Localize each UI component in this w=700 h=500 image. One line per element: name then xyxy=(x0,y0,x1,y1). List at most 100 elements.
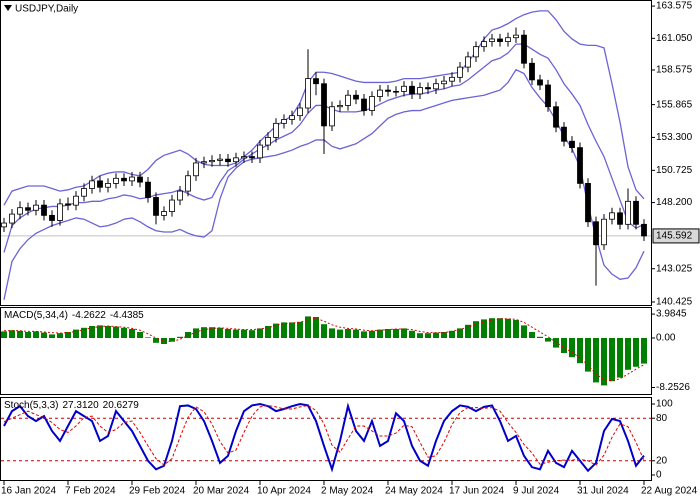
x-tick-label: 24 May 2024 xyxy=(385,486,443,497)
candle-body xyxy=(313,78,319,85)
macd-bar xyxy=(65,332,71,338)
stoch-main xyxy=(3,402,645,473)
macd-bar xyxy=(577,338,583,364)
macd-bar xyxy=(513,320,519,338)
macd-bar xyxy=(545,338,551,342)
candle-body xyxy=(441,80,447,85)
x-tick-label: 9 Jul 2024 xyxy=(513,486,560,497)
macd-bar xyxy=(305,316,311,338)
macd-bar xyxy=(153,338,159,343)
macd-bar xyxy=(225,329,231,338)
macd-bar xyxy=(441,332,447,338)
candle-body xyxy=(289,115,295,120)
x-tick-label: 17 Jun 2024 xyxy=(449,486,504,497)
candle-body xyxy=(41,204,47,216)
last-price-label: 145.592 xyxy=(656,231,693,242)
stoch-readout: 27.3120 xyxy=(62,400,99,411)
macd-bar xyxy=(505,318,511,338)
stoch-panel xyxy=(0,397,652,481)
macd-bar xyxy=(337,329,343,338)
macd-bar xyxy=(9,330,15,338)
macd-bar xyxy=(129,329,135,338)
macd-bar xyxy=(41,332,47,338)
y-tick-label: 155.865 xyxy=(656,99,693,110)
candle-body xyxy=(25,207,31,211)
candle-body xyxy=(137,176,143,183)
stoch-readout: 20.6279 xyxy=(103,400,140,411)
macd-bar xyxy=(521,325,527,338)
y-tick-label: 161.050 xyxy=(656,33,693,44)
candle-body xyxy=(433,83,439,90)
macd-bar xyxy=(161,338,167,344)
candle-body xyxy=(321,83,327,127)
macd-bar xyxy=(57,333,63,338)
candle-body xyxy=(297,107,303,117)
macd-readout: -4.2622 xyxy=(72,310,106,321)
candle-body xyxy=(345,94,351,106)
macd-bar xyxy=(33,331,39,338)
candle-body xyxy=(385,89,391,92)
plot xyxy=(1,10,651,300)
macd-bar xyxy=(281,322,287,338)
x-tick-label: 2 May 2024 xyxy=(321,486,374,497)
y-tick-label: 140.425 xyxy=(656,297,693,308)
candle-body xyxy=(401,85,407,92)
macd-bar xyxy=(249,330,255,338)
macd-bar xyxy=(313,317,319,338)
macd-bar xyxy=(1,331,7,338)
macd-bar xyxy=(209,327,215,338)
candle-body xyxy=(457,66,463,78)
macd-bar xyxy=(497,318,503,338)
macd-bar xyxy=(489,318,495,338)
candle-body xyxy=(609,212,615,220)
menu-icon[interactable] xyxy=(4,5,12,11)
macd-bar xyxy=(369,330,375,338)
macd-bar xyxy=(401,328,407,338)
candle-body xyxy=(249,156,255,159)
macd-bar xyxy=(201,327,207,338)
macd-bar xyxy=(241,329,247,338)
y-tick-label: 0.00 xyxy=(656,333,676,344)
macd-bar xyxy=(49,334,55,338)
macd-bar xyxy=(113,326,119,338)
stoch-signal xyxy=(3,404,645,466)
macd-bar xyxy=(641,338,647,364)
candle-body xyxy=(417,87,423,95)
candle-body xyxy=(113,177,119,184)
candle-body xyxy=(585,183,591,223)
y-tick-label: 148.200 xyxy=(656,197,693,208)
macd-bar xyxy=(361,331,367,338)
macd-bar xyxy=(353,329,359,338)
candle-body xyxy=(521,34,527,64)
candle-body xyxy=(65,203,71,206)
candle-body xyxy=(185,175,191,192)
macd-bar xyxy=(449,330,455,338)
candle-body xyxy=(273,122,279,138)
candle-body xyxy=(97,180,103,188)
candle-body xyxy=(161,211,167,216)
candle-body xyxy=(145,181,151,198)
y-tick-label: 143.025 xyxy=(656,263,693,274)
candle-body xyxy=(497,38,503,42)
candle-body xyxy=(473,46,479,58)
candle-body xyxy=(617,212,623,225)
candle-body xyxy=(9,213,15,224)
candle-body xyxy=(177,190,183,201)
macd-bar xyxy=(137,332,143,338)
candle-body xyxy=(545,84,551,108)
macd-bar xyxy=(481,319,487,338)
candle-body xyxy=(569,140,575,149)
macd-bar xyxy=(345,329,351,338)
macd-bar xyxy=(473,321,479,338)
y-tick-label: 100 xyxy=(656,399,673,410)
frames xyxy=(0,0,652,481)
macd-bar xyxy=(425,333,431,338)
candle-body xyxy=(337,105,343,108)
candle-body xyxy=(193,162,199,177)
macd-bar xyxy=(617,338,623,378)
candle-body xyxy=(625,200,631,225)
candle-body xyxy=(233,157,239,163)
candle-body xyxy=(225,158,231,163)
macd-header: MACD(5,34,4) -4.2622 -4.4385 xyxy=(4,310,144,321)
